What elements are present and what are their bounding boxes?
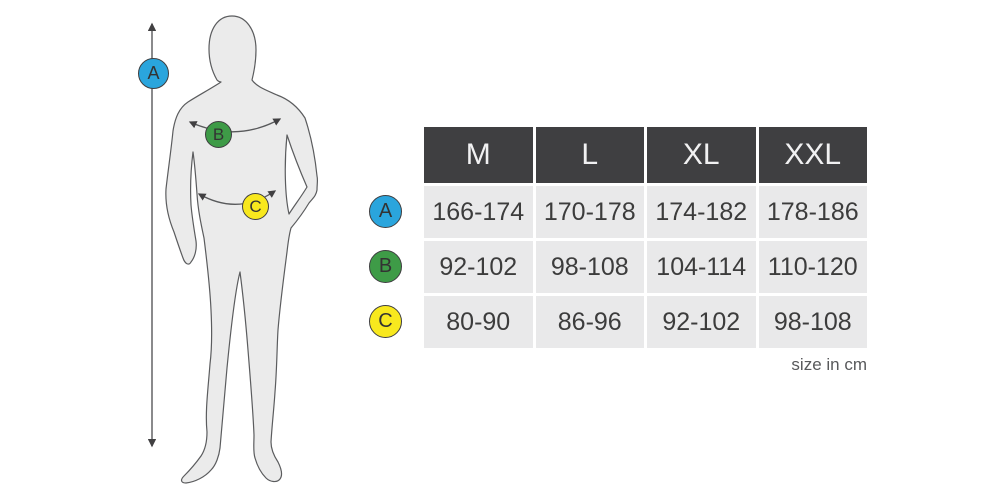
height-value-xl: 174-182 — [647, 186, 756, 238]
body-marker-a-height: A — [138, 58, 169, 89]
waist-value-l: 86-96 — [535, 296, 644, 348]
table-row-marker-c-label: C — [378, 310, 393, 332]
body-marker-c-waist: C — [242, 193, 269, 220]
body-marker-b-label: B — [212, 124, 225, 144]
chest-value-l: 98-108 — [535, 241, 644, 293]
body-silhouette-figure — [147, 15, 319, 484]
waist-value-xl: 92-102 — [647, 296, 756, 348]
table-row-marker-b: B — [369, 250, 402, 283]
table-row-marker-c: C — [369, 305, 402, 338]
size-column-header-l: L — [535, 127, 644, 183]
table-row-marker-a-label: A — [378, 200, 393, 222]
chest-value-xxl: 110-120 — [758, 241, 867, 293]
body-marker-b-chest: B — [205, 121, 232, 148]
size-column-header-xl: XL — [647, 127, 756, 183]
height-value-xxl: 178-186 — [758, 186, 867, 238]
size-column-header-xxl: XXL — [758, 127, 867, 183]
waist-value-xxl: 98-108 — [758, 296, 867, 348]
units-footnote: size in cm — [791, 355, 867, 374]
size-table: M L XL XXL 166-174 170-178 174-182 178-1… — [424, 127, 867, 348]
size-column-header-m: M — [424, 127, 533, 183]
chest-measure-arc — [188, 118, 282, 133]
waist-value-m: 80-90 — [424, 296, 533, 348]
waist-measure-arc — [197, 190, 277, 205]
chest-value-m: 92-102 — [424, 241, 533, 293]
table-row-marker-b-label: B — [378, 255, 393, 277]
human-silhouette — [165, 15, 319, 484]
height-value-l: 170-178 — [535, 186, 644, 238]
table-row-marker-a: A — [369, 195, 402, 228]
height-value-m: 166-174 — [424, 186, 533, 238]
body-marker-c-label: C — [249, 196, 262, 216]
chest-value-xl: 104-114 — [647, 241, 756, 293]
body-marker-a-label: A — [147, 63, 160, 83]
